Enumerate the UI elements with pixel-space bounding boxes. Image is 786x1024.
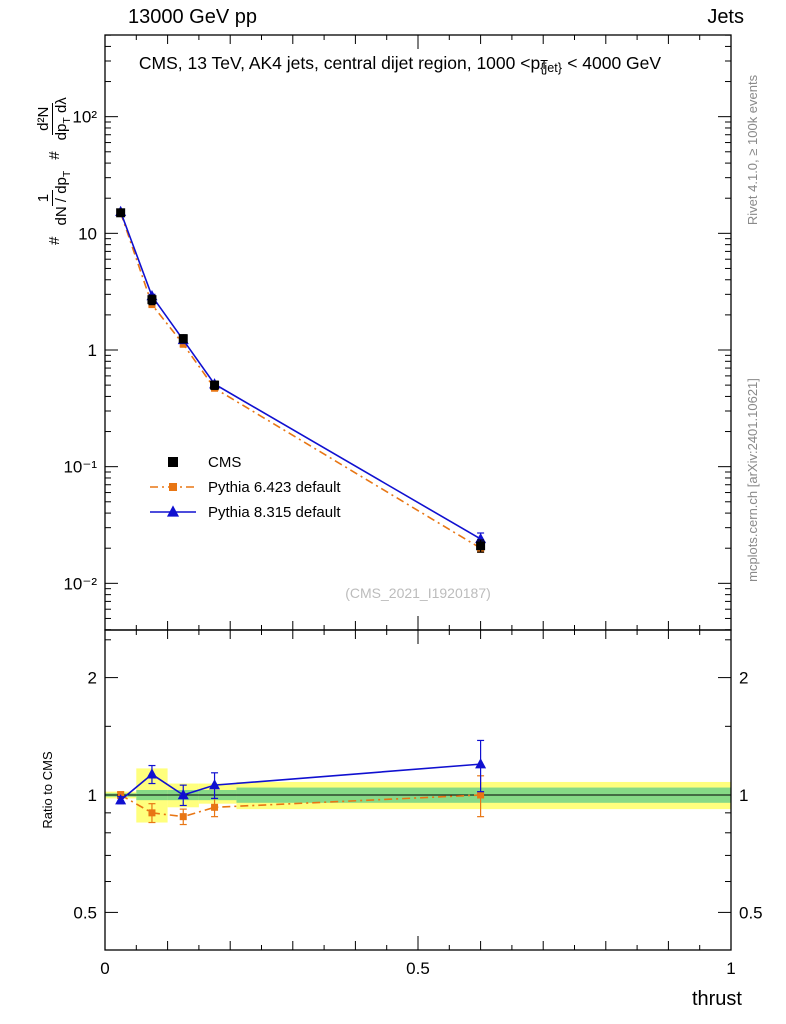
ratio-ytick-label-left: 0.5	[73, 903, 97, 922]
triangle-marker	[177, 789, 189, 800]
square-marker	[147, 295, 157, 305]
xtick-label: 0.5	[406, 959, 430, 978]
analysis-id-watermark: (CMS_2021_I1920187)	[345, 585, 491, 601]
square-marker	[179, 340, 187, 348]
pt-superscript: {jet}	[540, 61, 562, 76]
fraction-numerator: 1	[34, 189, 54, 207]
collision-energy-label: 13000 GeV pp	[128, 6, 257, 28]
fraction-one-over-dndpt: 1 dN / dpT	[34, 169, 73, 228]
fraction-d2n: d²N dpT dλ	[34, 95, 73, 142]
ratio-ytick-label-right: 0.5	[739, 903, 763, 922]
den-text: dp	[53, 123, 71, 141]
title-suffix: < 4000 GeV	[567, 53, 662, 73]
hash-symbol: #	[45, 151, 63, 160]
triangle-marker	[209, 779, 221, 790]
main-ytick-label: 10⁻²	[63, 574, 97, 593]
axis-ticks	[104, 34, 732, 950]
pt-subscript: T	[540, 58, 548, 73]
square-marker	[178, 334, 188, 344]
legend-label: Pythia 8.315 default	[208, 504, 341, 521]
title-prefix: CMS, 13 TeV, AK4 jets, central dijet reg…	[138, 53, 541, 73]
mcplots-arxiv-caption: mcplots.cern.ch [arXiv:2401.10621]	[745, 378, 760, 582]
analysis-topic-label: Jets	[707, 6, 744, 28]
rivet-version-caption: Rivet 4.1.0, ≥ 100k events	[745, 74, 760, 226]
ratio-ytick-label-right: 1	[739, 786, 748, 805]
main-ytick-label: 10²	[72, 108, 97, 127]
square-marker	[477, 791, 485, 799]
fraction-denominator: dpT dλ	[53, 95, 73, 142]
series-line	[119, 212, 482, 549]
triangle-marker	[115, 794, 127, 805]
square-marker	[116, 208, 126, 218]
xtick-label: 0	[100, 959, 109, 978]
xtick-label: 1	[726, 959, 735, 978]
triangle-marker	[166, 505, 180, 517]
main-ytick-label: 1	[88, 341, 97, 360]
x-axis-label: thrust	[691, 988, 742, 1010]
den-text: dλ	[53, 97, 71, 118]
main-panel-frame	[104, 34, 732, 631]
ratio-y-axis-label: Ratio to CMS	[40, 751, 55, 829]
den-sub: T	[61, 117, 74, 124]
den-text: dN / dp	[53, 177, 71, 226]
triangle-marker	[475, 758, 487, 769]
legend-label: Pythia 6.423 default	[208, 479, 341, 496]
series-pythia-8-315-default	[115, 739, 487, 807]
fraction-denominator: dN / dpT	[53, 169, 73, 228]
legend: CMS Pythia 6.423 default Pythia 8.315 defa…	[150, 454, 341, 521]
ratio-ytick-label-left: 1	[88, 786, 97, 805]
square-marker	[168, 457, 178, 467]
series-pythia-6-423-default	[117, 209, 485, 553]
square-marker	[476, 541, 486, 551]
main-ytick-label: 10⁻¹	[63, 458, 97, 477]
series-cms	[116, 208, 486, 553]
square-marker	[210, 380, 220, 390]
den-sub: T	[61, 170, 74, 178]
square-marker	[211, 803, 219, 811]
square-marker	[179, 813, 187, 821]
uncertainty-bands	[105, 768, 731, 823]
square-marker	[148, 809, 156, 817]
main-ytick-label: 10	[78, 224, 97, 243]
legend-label: CMS	[208, 454, 241, 471]
axis-tick-labels: 10² 10 1 10⁻¹ 10⁻² 2 2 1 1 0.5 0.5 0 0.5 1	[63, 108, 762, 978]
main-y-axis-label: # 1 dN / dpT # d²N dpT dλ	[24, 20, 84, 320]
ratio-ytick-label-right: 2	[739, 669, 748, 688]
fraction-numerator: d²N	[34, 102, 54, 135]
axes-frame	[104, 34, 732, 951]
triangle-marker	[146, 768, 158, 779]
square-marker	[169, 483, 177, 491]
plot-title: CMS, 13 TeV, AK4 jets, central dijet reg…	[58, 53, 742, 76]
ratio-ytick-label-left: 2	[88, 669, 97, 688]
hash-symbol: #	[45, 236, 63, 245]
